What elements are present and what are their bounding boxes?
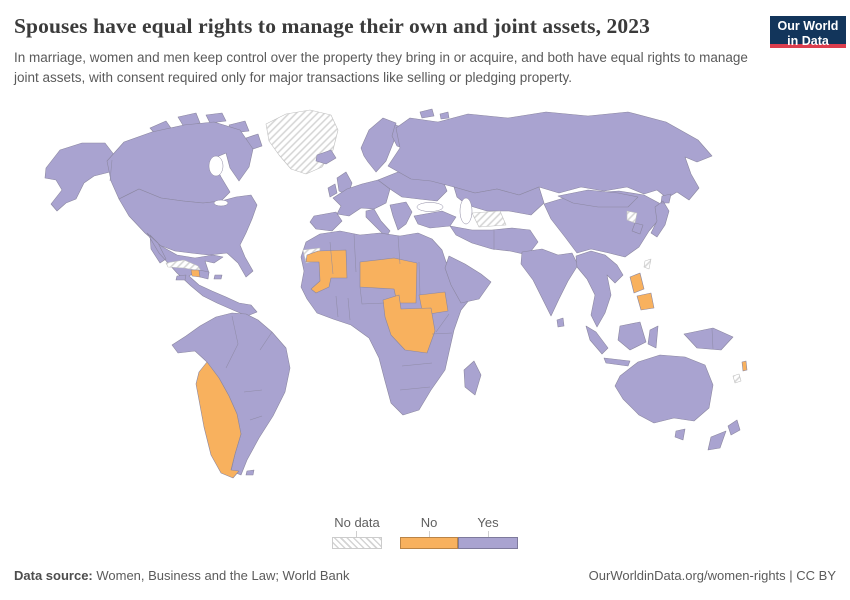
legend-label-no: No	[420, 515, 438, 530]
map-region-iberia[interactable]	[309, 211, 343, 232]
map-region-sri-lanka[interactable]	[556, 317, 565, 328]
map-region-scandinavia[interactable]	[360, 117, 397, 173]
map-region-new-guinea[interactable]	[683, 327, 734, 351]
legend-tick-no-data	[356, 531, 357, 537]
legend-swatch-yes[interactable]	[458, 537, 518, 549]
legend-swatch-no-data[interactable]	[332, 537, 382, 549]
map-region-madagascar[interactable]	[463, 360, 482, 396]
map-region-arabia[interactable]	[444, 255, 492, 304]
map-region-india[interactable]	[520, 248, 579, 317]
map-region-philippines[interactable]	[629, 272, 655, 311]
map-region-se-asia[interactable]	[575, 250, 624, 328]
map-region-new-caledonia[interactable]	[732, 373, 742, 384]
map-region-iceland[interactable]	[315, 149, 337, 165]
hudson-bay	[208, 155, 224, 177]
logo-line-1: Our World	[777, 19, 839, 33]
map-region-new-zealand[interactable]	[707, 419, 741, 451]
legend-swatch-no[interactable]	[400, 537, 458, 549]
map-region-mexico-central-america[interactable]	[146, 232, 258, 317]
map-region-alaska[interactable]	[44, 142, 116, 212]
footer-source-value: Women, Business and the Law; World Bank	[92, 568, 350, 583]
black-sea	[416, 202, 444, 212]
map-region-usa[interactable]	[118, 188, 258, 278]
map-region-niger-chad[interactable]	[359, 257, 418, 304]
chart-subtitle: In marriage, women and men keep control …	[14, 50, 748, 85]
map-region-western-europe[interactable]	[332, 179, 391, 217]
map-region-chile[interactable]	[195, 361, 242, 479]
map-region-balkans[interactable]	[389, 201, 413, 231]
map-region-vanuatu[interactable]	[741, 360, 748, 372]
map-region-turkmenistan[interactable]	[471, 210, 507, 228]
caspian-sea	[459, 197, 473, 225]
map-region-falkland-islands[interactable]	[245, 469, 255, 476]
map-region-indonesia-malaysia[interactable]	[585, 321, 659, 367]
legend-label-yes: Yes	[477, 515, 499, 530]
footer-data-source: Data source: Women, Business and the Law…	[14, 568, 350, 583]
great-lakes	[213, 199, 229, 207]
map-region-south-korea[interactable]	[631, 222, 644, 235]
map-region-caribbean-islands[interactable]	[175, 269, 223, 281]
legend-tick-no	[429, 531, 430, 537]
map-region-mongolia[interactable]	[557, 189, 639, 208]
legend-tick-yes	[488, 531, 489, 537]
map-region-mauritania-senegal[interactable]	[305, 249, 348, 294]
country-borders-overlay	[109, 159, 714, 421]
map-region-svalbard[interactable]	[419, 108, 450, 120]
footer-credit-link[interactable]: OurWorldinData.org/women-rights | CC BY	[588, 568, 836, 583]
map-region-japan[interactable]	[650, 193, 672, 238]
map-region-italy[interactable]	[365, 208, 391, 238]
map-region-haiti[interactable]	[190, 269, 201, 278]
map-region-cameroon-congo-drc[interactable]	[382, 294, 436, 354]
map-region-taiwan[interactable]	[643, 258, 652, 270]
world-map	[44, 108, 748, 479]
map-region-canada[interactable]	[106, 121, 254, 204]
map-region-australia[interactable]	[614, 354, 714, 441]
chart-title: Spouses have equal rights to manage thei…	[14, 14, 650, 38]
legend-label-no-data: No data	[334, 515, 380, 530]
footer-source-label: Data source:	[14, 568, 93, 583]
map-region-greenland[interactable]	[265, 109, 339, 175]
owid-logo[interactable]: Our World in Data	[770, 16, 846, 48]
logo-line-2: in Data	[787, 33, 829, 48]
map-region-turkey[interactable]	[413, 210, 457, 229]
map-legend: No data No Yes	[0, 515, 850, 555]
